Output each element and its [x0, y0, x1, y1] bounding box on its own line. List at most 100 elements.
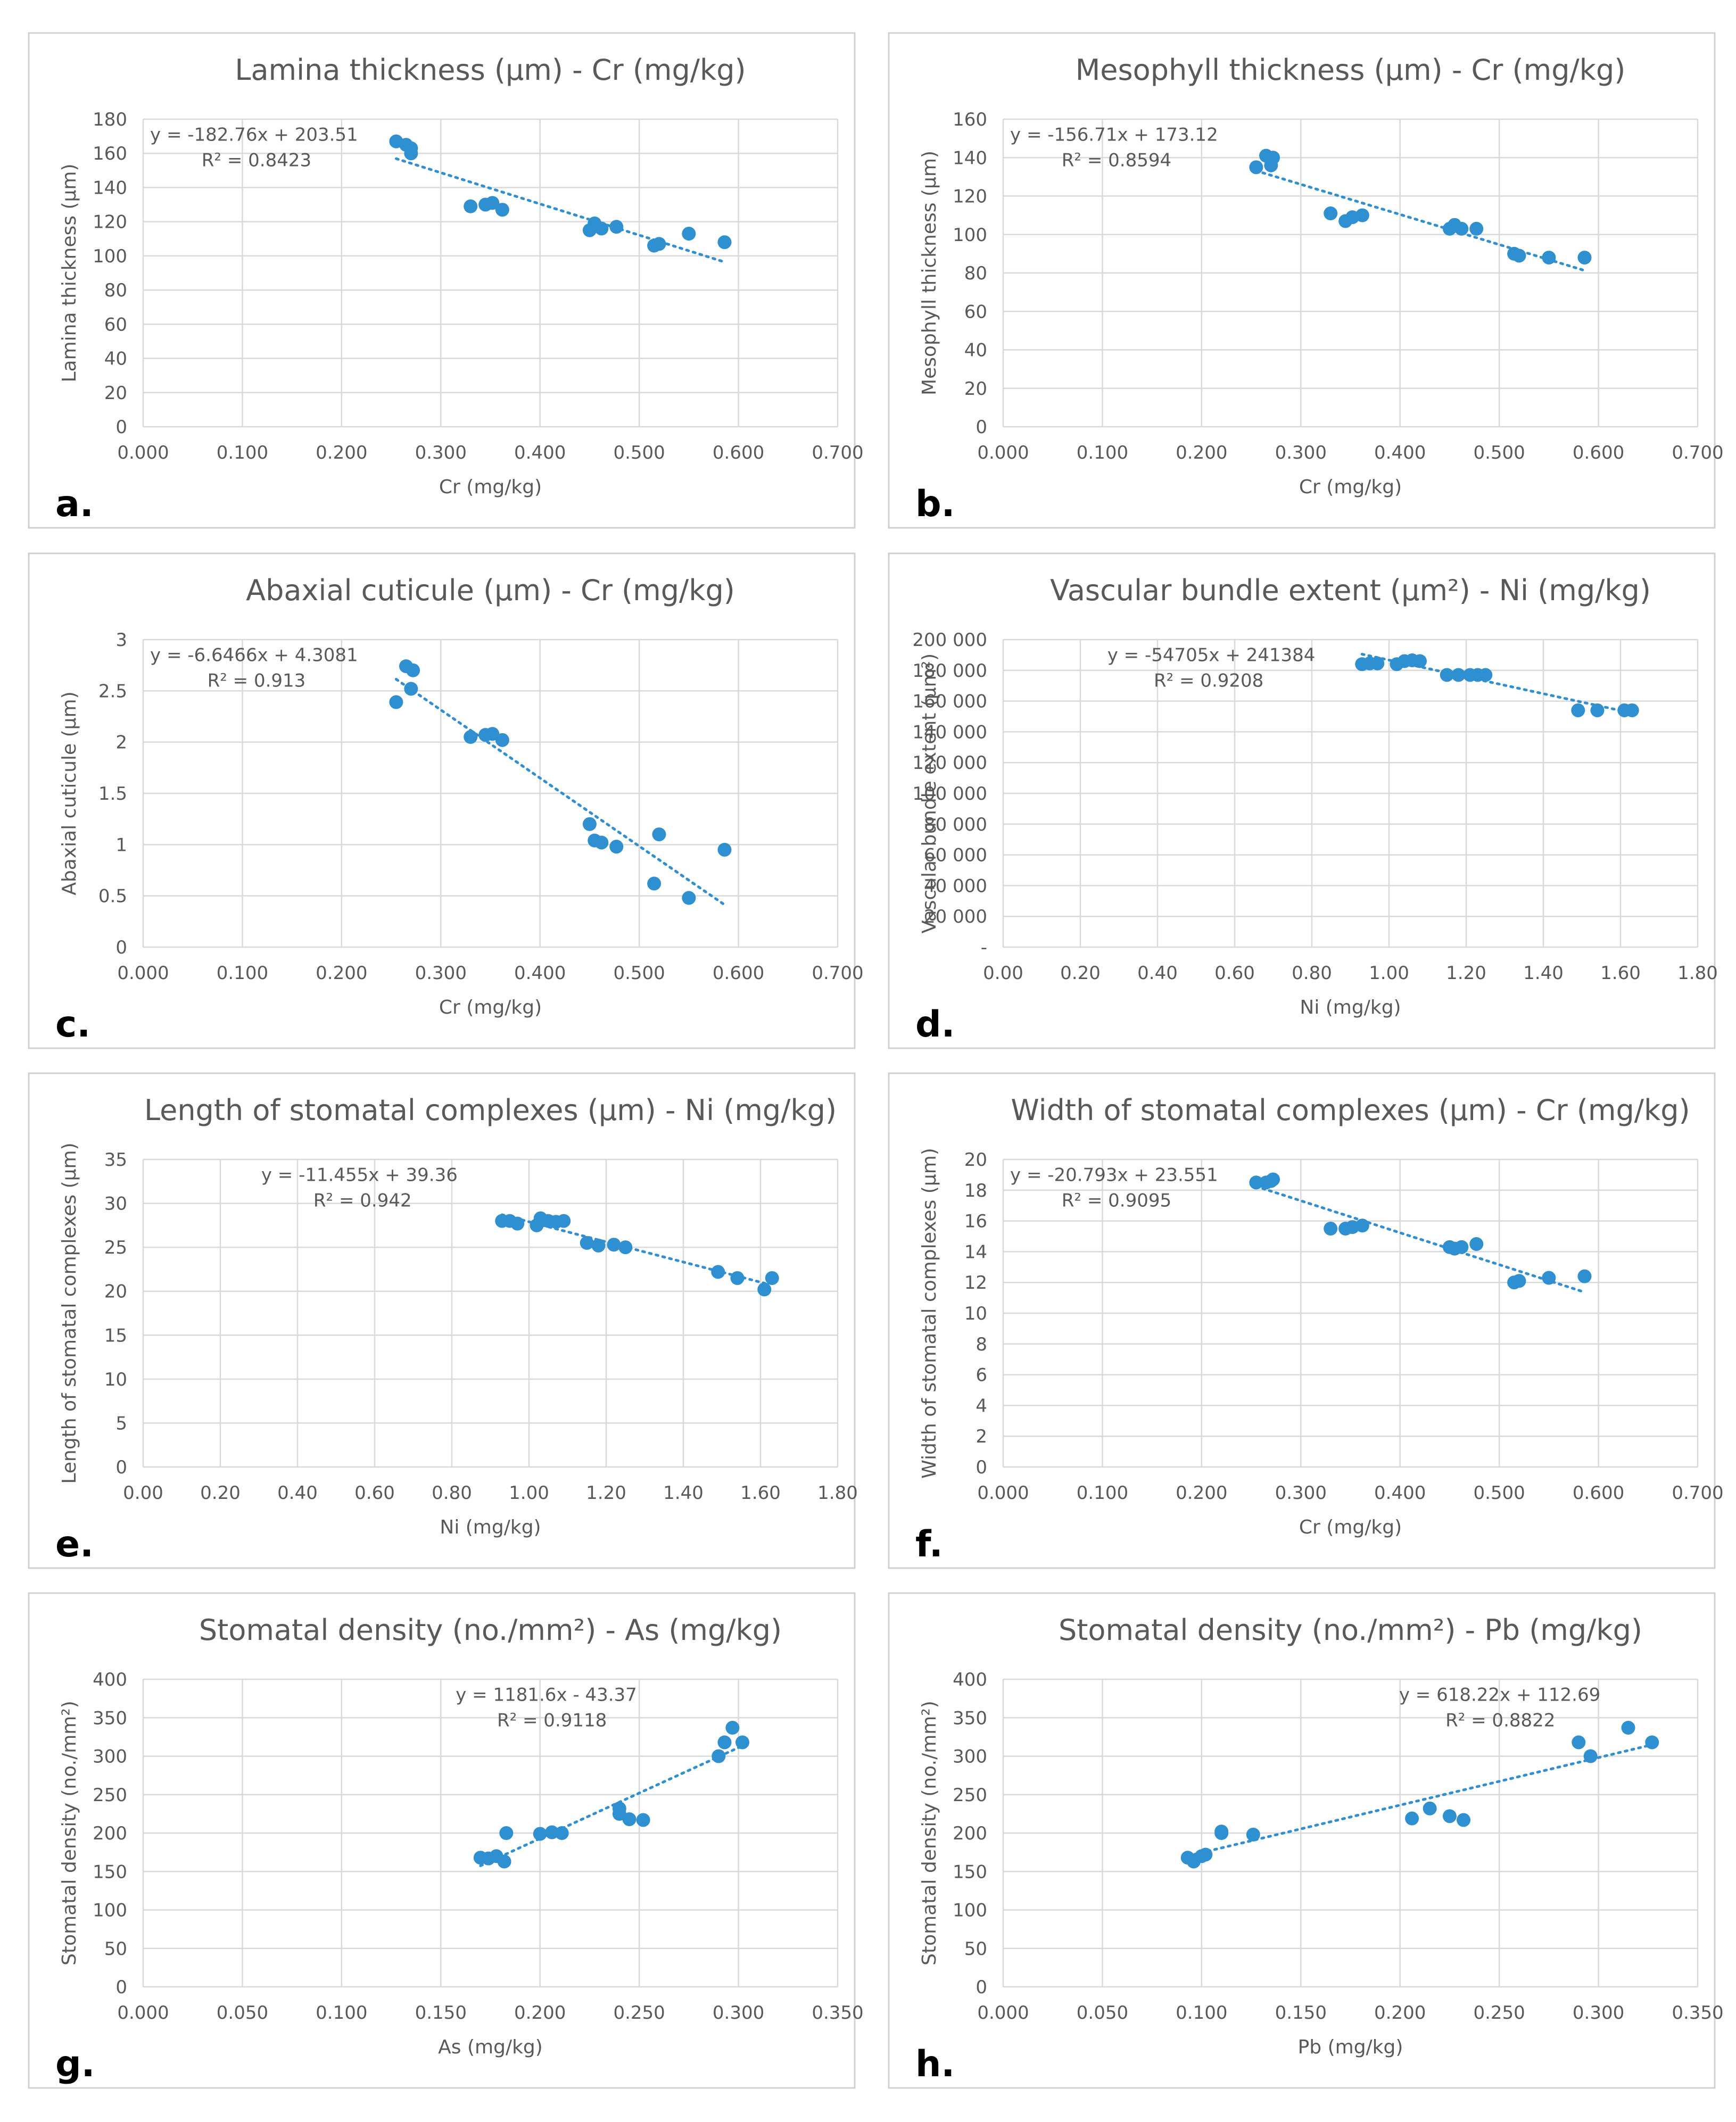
y-tick-label: 0 — [115, 1457, 127, 1478]
y-axis-label: Stomatal density (no./mm²) — [919, 1701, 940, 1966]
chart-title: Vascular bundle extent (µm²) - Ni (mg/kg… — [1050, 574, 1651, 607]
data-point — [406, 663, 420, 677]
data-point — [497, 1854, 511, 1869]
data-point — [495, 203, 509, 217]
y-tick-label: 200 — [953, 1823, 987, 1844]
y-tick-label: 160 — [953, 109, 987, 130]
y-axis-label: Vascular bundle extent (µm²) — [919, 653, 940, 933]
data-point — [464, 199, 478, 213]
x-tick-label: 0.600 — [713, 963, 764, 984]
panel-label: e. — [55, 1523, 94, 1565]
x-tick-label: 0.400 — [1374, 1482, 1426, 1504]
chart-panel-a: 0 20 40 60 80 100 120 140 160 180 0.000 0.100 0.200 0… — [28, 32, 864, 529]
y-tick-label: 140 — [953, 147, 987, 169]
trendline-equation: y = -54705x + 241384 — [1107, 644, 1316, 666]
panel-label: h. — [915, 2043, 955, 2085]
y-tick-label: 12 — [964, 1272, 987, 1294]
x-tick-label: 0.350 — [812, 2002, 863, 2024]
y-tick-label: 5 — [115, 1413, 127, 1434]
data-point — [612, 1801, 626, 1816]
r-squared-label: R² = 0.913 — [208, 670, 306, 691]
x-tick-label: 0.500 — [613, 963, 665, 984]
data-point — [717, 842, 732, 857]
data-point — [1355, 1219, 1369, 1233]
y-tick-label: 4 — [976, 1395, 987, 1416]
x-tick-label: 0.500 — [1473, 442, 1525, 463]
x-tick-label: 0.20 — [200, 1482, 241, 1504]
trendline-equation: y = -182.76x + 203.51 — [150, 124, 358, 145]
panel-frame — [28, 1072, 856, 1569]
y-axis-label: Length of stomatal complexes (µm) — [59, 1142, 80, 1483]
data-point — [580, 1236, 594, 1250]
data-point — [1454, 221, 1469, 236]
y-axis-label: Width of stomatal complexes (µm) — [919, 1148, 940, 1479]
y-tick-label: 100 000 — [912, 783, 987, 805]
data-point — [730, 1271, 745, 1285]
y-tick-label: 250 — [953, 1785, 987, 1806]
x-tick-label: 0.600 — [1573, 1482, 1624, 1504]
panel-frame — [28, 1592, 856, 2089]
panel-label: d. — [915, 1004, 955, 1046]
data-point — [594, 221, 609, 236]
x-tick-label: 0.100 — [1077, 1482, 1128, 1504]
data-point — [717, 235, 732, 250]
y-tick-label: 0 — [115, 937, 127, 958]
x-tick-label: 0.60 — [354, 1482, 395, 1504]
x-tick-label: 0.250 — [613, 2002, 665, 2024]
data-point — [1512, 1274, 1526, 1288]
data-point — [591, 1238, 606, 1253]
y-tick-label: 120 — [93, 212, 127, 233]
x-tick-label: 1.60 — [740, 1482, 781, 1504]
x-tick-label: 0.200 — [316, 963, 367, 984]
y-tick-label: 180 — [93, 109, 127, 130]
x-tick-label: 0.200 — [514, 2002, 566, 2024]
y-tick-label: 300 — [953, 1746, 987, 1768]
trendline — [1254, 1185, 1586, 1294]
x-tick-label: 0.60 — [1214, 963, 1255, 984]
x-tick-label: 0.700 — [812, 963, 863, 984]
data-point — [618, 1240, 633, 1255]
data-point — [1370, 656, 1385, 670]
data-point — [404, 682, 418, 696]
x-tick-label: 0.600 — [713, 442, 764, 463]
panel-label: g. — [55, 2043, 95, 2085]
x-tick-label: 0.300 — [415, 963, 467, 984]
y-tick-label: 3 — [115, 629, 127, 651]
chart-panel-d: - 20 000 40 000 60 000 80 000 100 000 120 000 1… — [888, 552, 1718, 1049]
y-tick-label: 400 — [93, 1669, 127, 1690]
data-point — [499, 1826, 514, 1840]
x-tick-label: 1.00 — [1369, 963, 1409, 984]
x-tick-label: 0.40 — [1137, 963, 1178, 984]
data-point — [735, 1735, 750, 1750]
x-tick-label: 0.250 — [1473, 2002, 1525, 2024]
y-tick-label: 40 — [964, 340, 987, 361]
trendline — [479, 1744, 744, 1867]
data-point — [1512, 248, 1526, 263]
y-tick-label: 40 000 — [924, 875, 987, 897]
x-axis-label: Ni (mg/kg) — [440, 1516, 541, 1538]
y-tick-label: 20 — [964, 378, 987, 400]
y-axis-label: Stomatal density (no./mm²) — [59, 1701, 80, 1966]
y-tick-label: 0.5 — [98, 886, 127, 907]
data-point — [555, 1826, 569, 1840]
x-tick-label: 0.400 — [514, 442, 566, 463]
data-point — [652, 827, 666, 842]
x-tick-label: 0.050 — [1077, 2002, 1128, 2024]
panel-label: c. — [55, 1004, 90, 1046]
data-point — [1249, 1175, 1263, 1190]
data-point — [1249, 160, 1263, 175]
data-point — [1590, 703, 1605, 717]
data-point — [609, 220, 624, 234]
data-point — [1577, 251, 1592, 265]
data-point — [607, 1238, 621, 1252]
y-tick-label: 40 — [104, 349, 127, 370]
y-tick-label: 2 — [976, 1426, 987, 1447]
x-tick-label: 0.350 — [1672, 2002, 1723, 2024]
trendline-equation: y = 1181.6x - 43.37 — [456, 1684, 637, 1705]
y-tick-label: 300 — [93, 1746, 127, 1768]
trendline-equation: y = -20.793x + 23.551 — [1010, 1164, 1218, 1186]
data-point — [510, 1216, 525, 1231]
x-tick-label: 1.20 — [1446, 963, 1486, 984]
data-point — [557, 1214, 571, 1228]
panel-label: f. — [915, 1523, 943, 1565]
